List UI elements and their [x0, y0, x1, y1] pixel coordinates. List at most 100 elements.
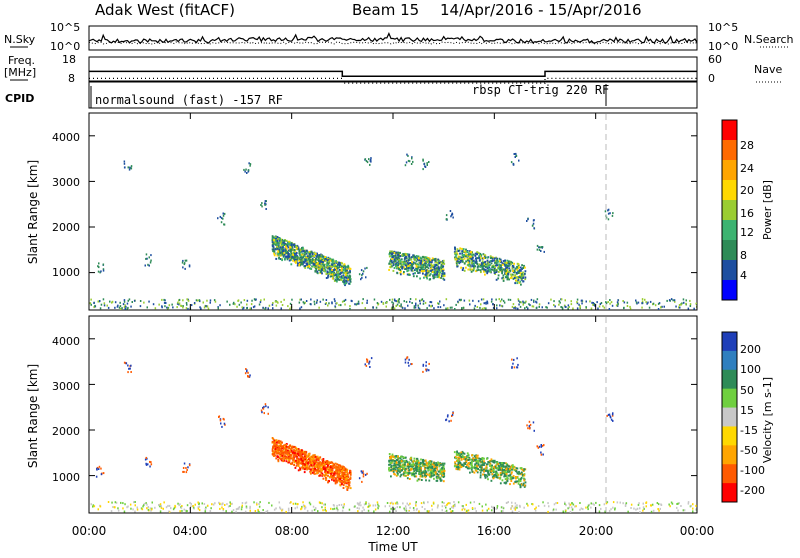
data-point [416, 275, 418, 277]
data-point [401, 460, 403, 462]
data-point [194, 302, 196, 304]
data-point [97, 265, 99, 267]
data-point [536, 302, 538, 304]
data-point [398, 268, 400, 270]
data-point [688, 501, 690, 503]
data-point [548, 505, 550, 507]
data-point [465, 456, 467, 458]
data-point [518, 298, 520, 300]
data-point [339, 264, 341, 266]
data-point [491, 506, 493, 508]
data-point [511, 502, 513, 504]
data-point [277, 240, 279, 242]
data-point [256, 504, 258, 506]
data-point [283, 254, 285, 256]
data-point [512, 306, 514, 308]
data-point [396, 470, 398, 472]
data-point [587, 508, 589, 510]
data-point [491, 262, 493, 264]
data-point [525, 277, 527, 279]
data-point [513, 163, 515, 165]
data-point [457, 248, 459, 250]
data-point [134, 511, 136, 513]
data-point [480, 266, 482, 268]
data-point [298, 264, 300, 266]
data-point [550, 299, 552, 301]
data-point [103, 270, 105, 272]
data-point [484, 302, 486, 304]
data-point [364, 268, 366, 270]
data-point [407, 305, 409, 307]
data-point [642, 510, 644, 512]
data-point [316, 302, 318, 304]
data-point [485, 303, 487, 305]
data-point [343, 272, 345, 274]
data-point [345, 486, 347, 488]
data-point [402, 307, 404, 309]
data-point [312, 258, 314, 260]
data-point [409, 262, 411, 264]
data-point [331, 266, 333, 268]
data-point [261, 202, 263, 204]
data-point [432, 275, 434, 277]
data-point [418, 510, 420, 512]
data-point [281, 510, 283, 512]
data-point [522, 280, 524, 282]
data-point [491, 269, 493, 271]
data-point [473, 268, 475, 270]
data-point [430, 466, 432, 468]
data-point [404, 464, 406, 466]
data-point [404, 258, 406, 260]
data-point [421, 502, 423, 504]
data-point [388, 269, 390, 271]
data-point [460, 267, 462, 269]
data-point [418, 307, 420, 309]
data-point [306, 250, 308, 252]
data-point [319, 470, 321, 472]
data-point [288, 457, 290, 459]
data-point [482, 464, 484, 466]
data-point [323, 264, 325, 266]
data-point [469, 472, 471, 474]
data-point [668, 504, 670, 506]
data-point [336, 261, 338, 263]
data-point [360, 278, 362, 280]
data-point [163, 501, 165, 503]
data-point [311, 261, 313, 263]
data-point [407, 477, 409, 479]
data-point [302, 501, 304, 503]
data-point [423, 163, 425, 165]
data-point [470, 251, 472, 253]
data-point [462, 509, 464, 511]
data-point [499, 304, 501, 306]
data-point [446, 218, 448, 220]
data-point [462, 256, 464, 258]
data-point [188, 300, 190, 302]
data-point [246, 502, 248, 504]
data-point [630, 308, 632, 310]
data-point [137, 509, 139, 511]
data-point [419, 269, 421, 271]
data-point [320, 266, 322, 268]
data-point [396, 462, 398, 464]
data-point [617, 299, 619, 301]
data-point [409, 478, 411, 480]
data-point [471, 269, 473, 271]
data-point [512, 270, 514, 272]
data-point [436, 469, 438, 471]
data-point [91, 304, 93, 306]
data-point [326, 273, 328, 275]
data-point [426, 162, 428, 164]
data-point [240, 302, 242, 304]
data-point [410, 298, 412, 300]
cpid-label: CPID [5, 92, 34, 105]
data-point [599, 504, 601, 506]
data-point [316, 263, 318, 265]
data-point [311, 265, 313, 267]
data-point [336, 473, 338, 475]
freq-frame [89, 57, 697, 81]
data-point [553, 300, 555, 302]
data-point [343, 505, 345, 507]
data-point [446, 298, 448, 300]
data-point [643, 506, 645, 508]
